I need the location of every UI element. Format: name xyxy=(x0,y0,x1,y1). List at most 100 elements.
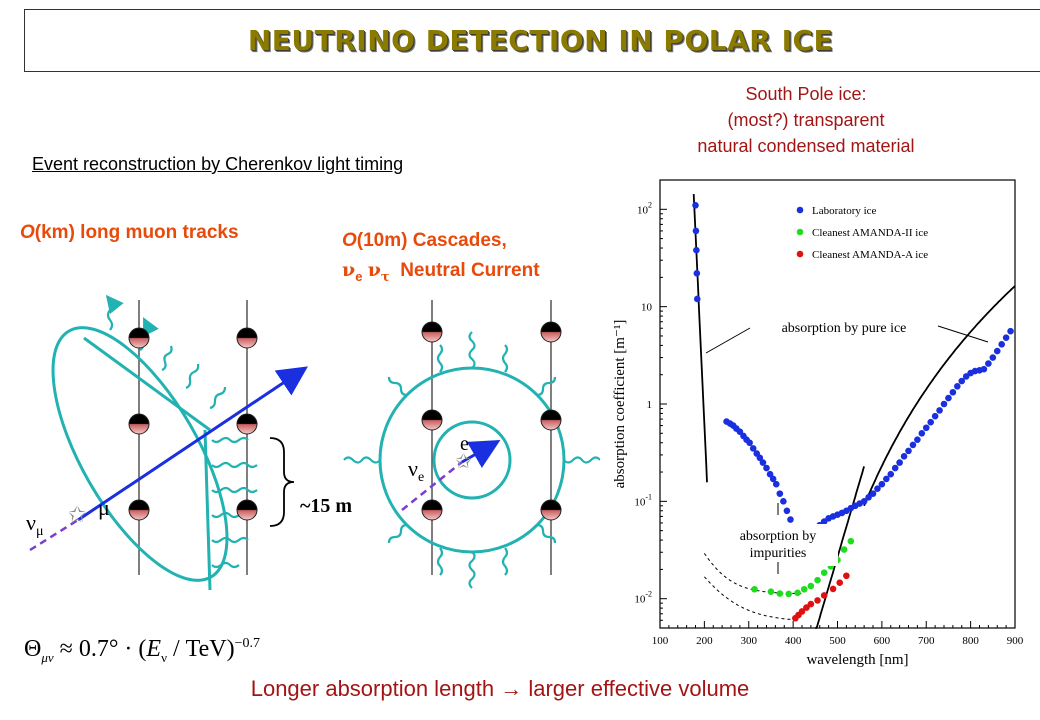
data-point xyxy=(749,445,757,452)
data-point xyxy=(814,576,821,584)
data-point xyxy=(936,407,943,414)
data-point xyxy=(914,436,921,443)
data-point xyxy=(814,597,821,604)
data-point xyxy=(746,439,753,447)
interaction-star: ✩ xyxy=(455,451,472,473)
data-point xyxy=(865,494,872,501)
data-point xyxy=(767,588,775,595)
footer-conclusion: Longer absorption length → larger effect… xyxy=(250,676,750,701)
photon-wiggles-cascade xyxy=(343,331,600,589)
data-point xyxy=(909,441,917,449)
data-point xyxy=(985,360,992,367)
data-point xyxy=(980,365,988,373)
formula-sub: μν xyxy=(41,649,54,665)
data-point xyxy=(922,424,930,432)
legend-label: Laboratory ice xyxy=(812,205,877,217)
data-point xyxy=(836,579,844,586)
x-tick-label: 100 xyxy=(652,635,669,647)
data-point xyxy=(766,470,774,478)
data-point xyxy=(692,201,699,209)
data-point xyxy=(800,585,808,593)
cascades-heading: O(10m) Cascades, xyxy=(342,230,507,252)
legend-label: Cleanest AMANDA-A ice xyxy=(812,249,928,261)
data-point xyxy=(891,464,899,472)
south-pole-line2: (most?) transparent xyxy=(727,110,885,130)
data-point xyxy=(883,475,890,483)
neutral-current-text: Neutral Current xyxy=(400,260,540,281)
annotation-pure-ice: absorption by pure ice xyxy=(782,321,907,336)
data-point xyxy=(945,394,952,402)
data-point xyxy=(1007,327,1014,335)
data-point xyxy=(860,498,868,505)
data-point xyxy=(993,347,1001,355)
data-point xyxy=(896,459,903,466)
pure-ice-uv-curve xyxy=(692,194,708,483)
electron-label: e xyxy=(460,433,469,455)
cascade-inner-sphere xyxy=(432,420,512,500)
data-point xyxy=(693,295,701,303)
y-tick-label: 10-2 xyxy=(634,590,652,606)
data-point xyxy=(787,516,794,523)
y-tick-label: 10 xyxy=(641,302,653,314)
data-point xyxy=(1002,334,1010,341)
annotation-background xyxy=(720,524,838,566)
data-point xyxy=(803,604,810,611)
angular-resolution-formula: Θμν ≈ 0.7° · (Eν / TeV)−0.7 xyxy=(24,636,260,666)
x-tick-label: 500 xyxy=(829,635,846,647)
y-tick-label: 10-1 xyxy=(634,492,652,508)
neutrino-path xyxy=(29,518,79,552)
annotation-impurities-line1: absorption by xyxy=(740,529,817,544)
data-point xyxy=(759,459,767,466)
data-point xyxy=(756,454,764,462)
data-point xyxy=(776,490,784,497)
formula-theta: Θ xyxy=(24,636,42,662)
y-tick-label: 1 xyxy=(647,399,653,411)
nu-mu-label: νμ xyxy=(26,510,43,539)
y-tick-label: 102 xyxy=(637,200,652,216)
legend-marker xyxy=(796,228,804,236)
data-point xyxy=(900,453,908,460)
legend-label: Cleanest AMANDA-II ice xyxy=(812,227,928,239)
formula-exp: −0.7 xyxy=(234,636,261,651)
impurity-curve-amanda-a xyxy=(704,576,798,621)
detector-diagram: ✩ νμ μ ~15 m ✩ νe e xyxy=(26,294,600,591)
data-point xyxy=(820,592,828,599)
data-point xyxy=(940,400,948,408)
data-point xyxy=(878,480,886,488)
data-point xyxy=(874,485,881,492)
neutral-current-heading: νe ντ Neutral Current xyxy=(342,259,540,285)
data-point xyxy=(785,590,792,598)
interaction-star: ✩ xyxy=(68,502,86,527)
page-title: NEUTRINO DETECTION IN POLAR ICE xyxy=(247,24,834,57)
x-tick-label: 200 xyxy=(696,635,713,647)
x-tick-label: 300 xyxy=(741,635,758,647)
formula-E-sub: ν xyxy=(161,649,167,665)
formula-E: E xyxy=(146,636,162,662)
data-point xyxy=(763,464,770,472)
nu-tau-symbol: ν xyxy=(367,259,381,281)
absorption-chart: 100 200 300 400 500 600 700 800 900 10-2 10-1 1 10 10… xyxy=(612,179,1024,668)
data-point xyxy=(693,246,700,254)
mu-label: μ xyxy=(98,495,110,520)
x-tick-label: 600 xyxy=(874,635,891,647)
formula-approx: ≈ 0.7° · ( xyxy=(59,636,147,662)
pure-ice-red-curve xyxy=(863,285,1016,507)
data-point xyxy=(887,470,895,478)
muon-tracks-text: (km) long muon tracks xyxy=(34,222,239,243)
data-point xyxy=(931,412,939,420)
y-axis-label: absorption coefficient [m⁻¹] xyxy=(612,320,628,489)
title-box: NEUTRINO DETECTION IN POLAR ICE xyxy=(24,9,1040,72)
data-point xyxy=(958,377,966,385)
annotation-background xyxy=(750,316,938,338)
data-point xyxy=(776,590,784,597)
photon-wiggles xyxy=(105,294,258,569)
order-symbol: O xyxy=(342,230,357,251)
electron-track xyxy=(461,440,501,468)
muon-track xyxy=(77,366,308,522)
data-point xyxy=(692,227,700,235)
data-point xyxy=(949,388,957,396)
formula-unit: / TeV) xyxy=(166,636,235,662)
data-point xyxy=(820,569,828,576)
event-reconstruction-heading: Event reconstruction by Cherenkov light … xyxy=(32,154,404,174)
data-point xyxy=(794,589,801,597)
